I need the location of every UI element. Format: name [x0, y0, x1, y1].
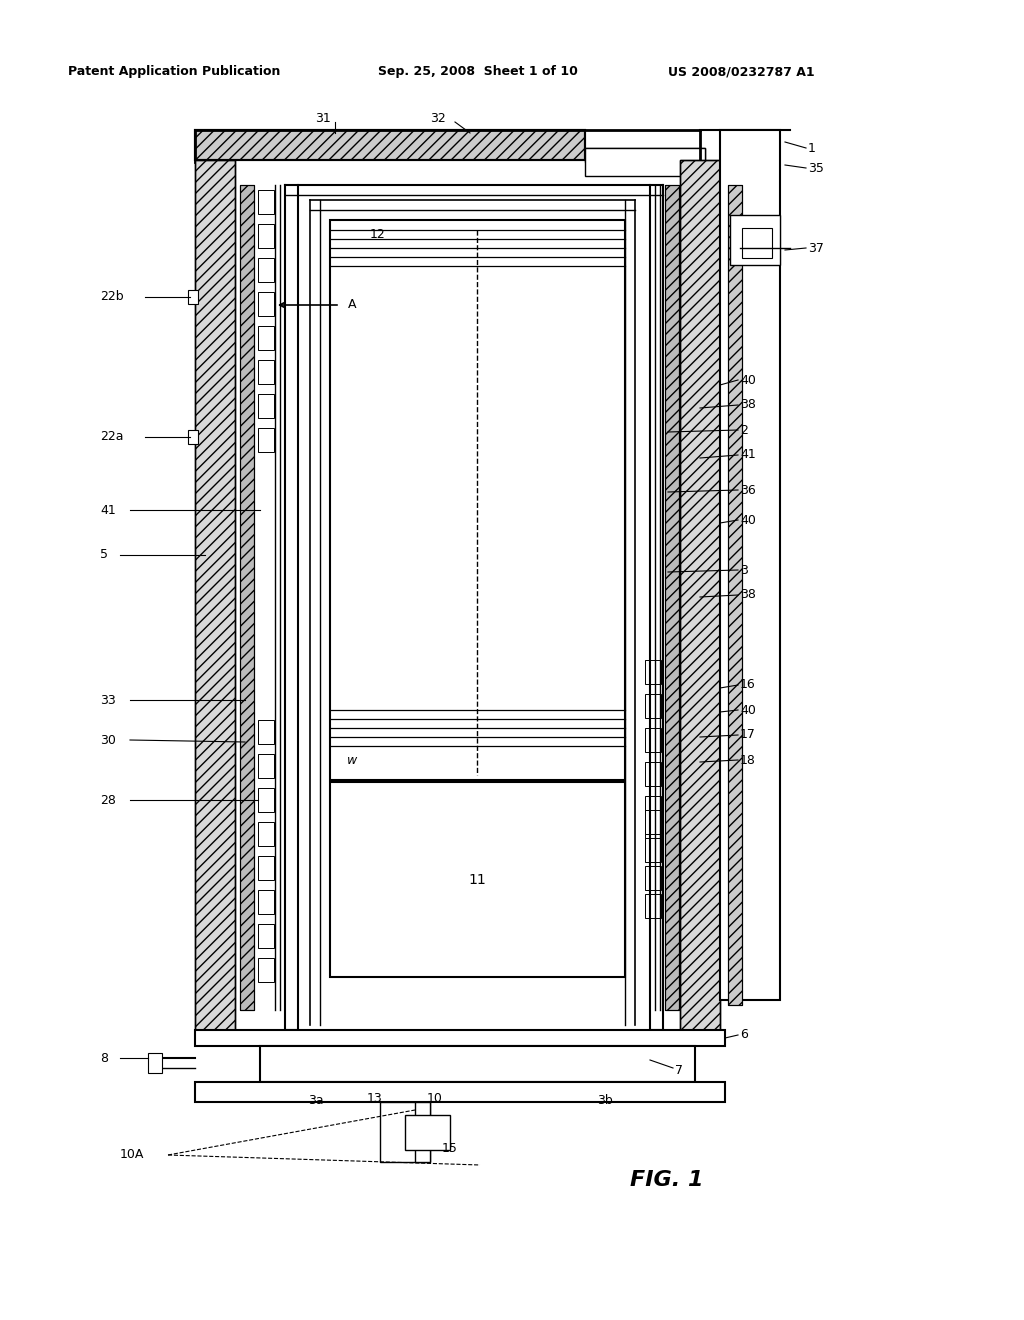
Bar [730, 215, 780, 265]
Text: 36: 36 [740, 483, 756, 496]
Text: 30: 30 [100, 734, 116, 747]
Text: 38: 38 [740, 399, 756, 412]
Text: Patent Application Publication: Patent Application Publication [68, 66, 281, 78]
Bar [258, 190, 274, 214]
Text: 3b: 3b [597, 1093, 613, 1106]
Bar [148, 1053, 162, 1073]
Bar [645, 830, 662, 854]
Bar [645, 866, 662, 890]
Bar [258, 719, 274, 744]
Text: 38: 38 [740, 589, 756, 602]
Text: 37: 37 [808, 242, 824, 255]
Bar [330, 781, 625, 977]
Text: 1: 1 [808, 141, 816, 154]
Bar [728, 185, 742, 1005]
Bar [645, 729, 662, 752]
Text: A: A [348, 298, 356, 312]
Bar [720, 129, 780, 1001]
Text: 17: 17 [740, 729, 756, 742]
Bar [258, 822, 274, 846]
Text: 15: 15 [442, 1142, 458, 1155]
Text: 40: 40 [740, 513, 756, 527]
Bar [258, 890, 274, 913]
Text: w: w [347, 754, 357, 767]
Bar [330, 220, 625, 780]
Text: 40: 40 [740, 374, 756, 387]
Bar [645, 838, 662, 862]
Bar [258, 326, 274, 350]
Bar [380, 1102, 430, 1162]
Bar [195, 129, 585, 160]
Text: 13: 13 [368, 1092, 383, 1105]
Text: US 2008/0232787 A1: US 2008/0232787 A1 [668, 66, 815, 78]
Bar [258, 292, 274, 315]
Text: 8: 8 [100, 1052, 108, 1064]
Bar [195, 160, 234, 1030]
Bar [240, 185, 254, 1010]
Text: 6: 6 [740, 1028, 748, 1041]
Text: 22b: 22b [100, 290, 124, 304]
Text: 16: 16 [740, 678, 756, 692]
Bar [188, 290, 198, 304]
Text: 11: 11 [468, 873, 485, 887]
Bar [195, 1030, 725, 1045]
Bar [406, 1115, 450, 1150]
Text: Sep. 25, 2008  Sheet 1 of 10: Sep. 25, 2008 Sheet 1 of 10 [378, 66, 578, 78]
Text: 3a: 3a [308, 1093, 324, 1106]
Bar [415, 1102, 430, 1162]
Bar [258, 754, 274, 777]
Text: 3: 3 [740, 564, 748, 577]
Text: 10A: 10A [120, 1148, 144, 1162]
Text: 40: 40 [740, 704, 756, 717]
Bar [258, 393, 274, 418]
Bar [258, 257, 274, 282]
Text: 2: 2 [740, 424, 748, 437]
Text: 35: 35 [808, 161, 824, 174]
Bar [645, 762, 662, 785]
Bar [240, 185, 254, 1010]
Text: 31: 31 [315, 111, 331, 124]
Bar [258, 788, 274, 812]
Bar [645, 796, 662, 820]
Bar [258, 360, 274, 384]
Text: 33: 33 [100, 693, 116, 706]
Bar [260, 1045, 695, 1082]
Bar [680, 160, 720, 1030]
Bar [645, 694, 662, 718]
Bar [645, 894, 662, 917]
Bar [258, 855, 274, 880]
Bar [728, 185, 742, 1005]
Text: 10: 10 [427, 1092, 443, 1105]
Bar [195, 129, 585, 160]
Bar [195, 1082, 725, 1102]
Text: 7: 7 [675, 1064, 683, 1077]
Bar [585, 148, 705, 176]
Text: 32: 32 [430, 111, 445, 124]
Text: 41: 41 [740, 449, 756, 462]
Bar [258, 924, 274, 948]
Text: 28: 28 [100, 793, 116, 807]
Text: 22a: 22a [100, 430, 124, 444]
Bar [258, 224, 274, 248]
Bar [680, 160, 720, 1030]
Bar [665, 185, 679, 1010]
Text: 18: 18 [740, 754, 756, 767]
Bar [645, 660, 662, 684]
Text: 41: 41 [100, 503, 116, 516]
Text: FIG. 1: FIG. 1 [630, 1170, 703, 1191]
Bar [188, 430, 198, 444]
Bar [645, 810, 662, 834]
Text: 5: 5 [100, 549, 108, 561]
Bar [258, 958, 274, 982]
Text: 12: 12 [370, 228, 386, 242]
Bar [742, 228, 772, 257]
Bar [585, 148, 705, 162]
Bar [258, 428, 274, 451]
Bar [665, 185, 679, 1010]
Bar [195, 160, 234, 1030]
